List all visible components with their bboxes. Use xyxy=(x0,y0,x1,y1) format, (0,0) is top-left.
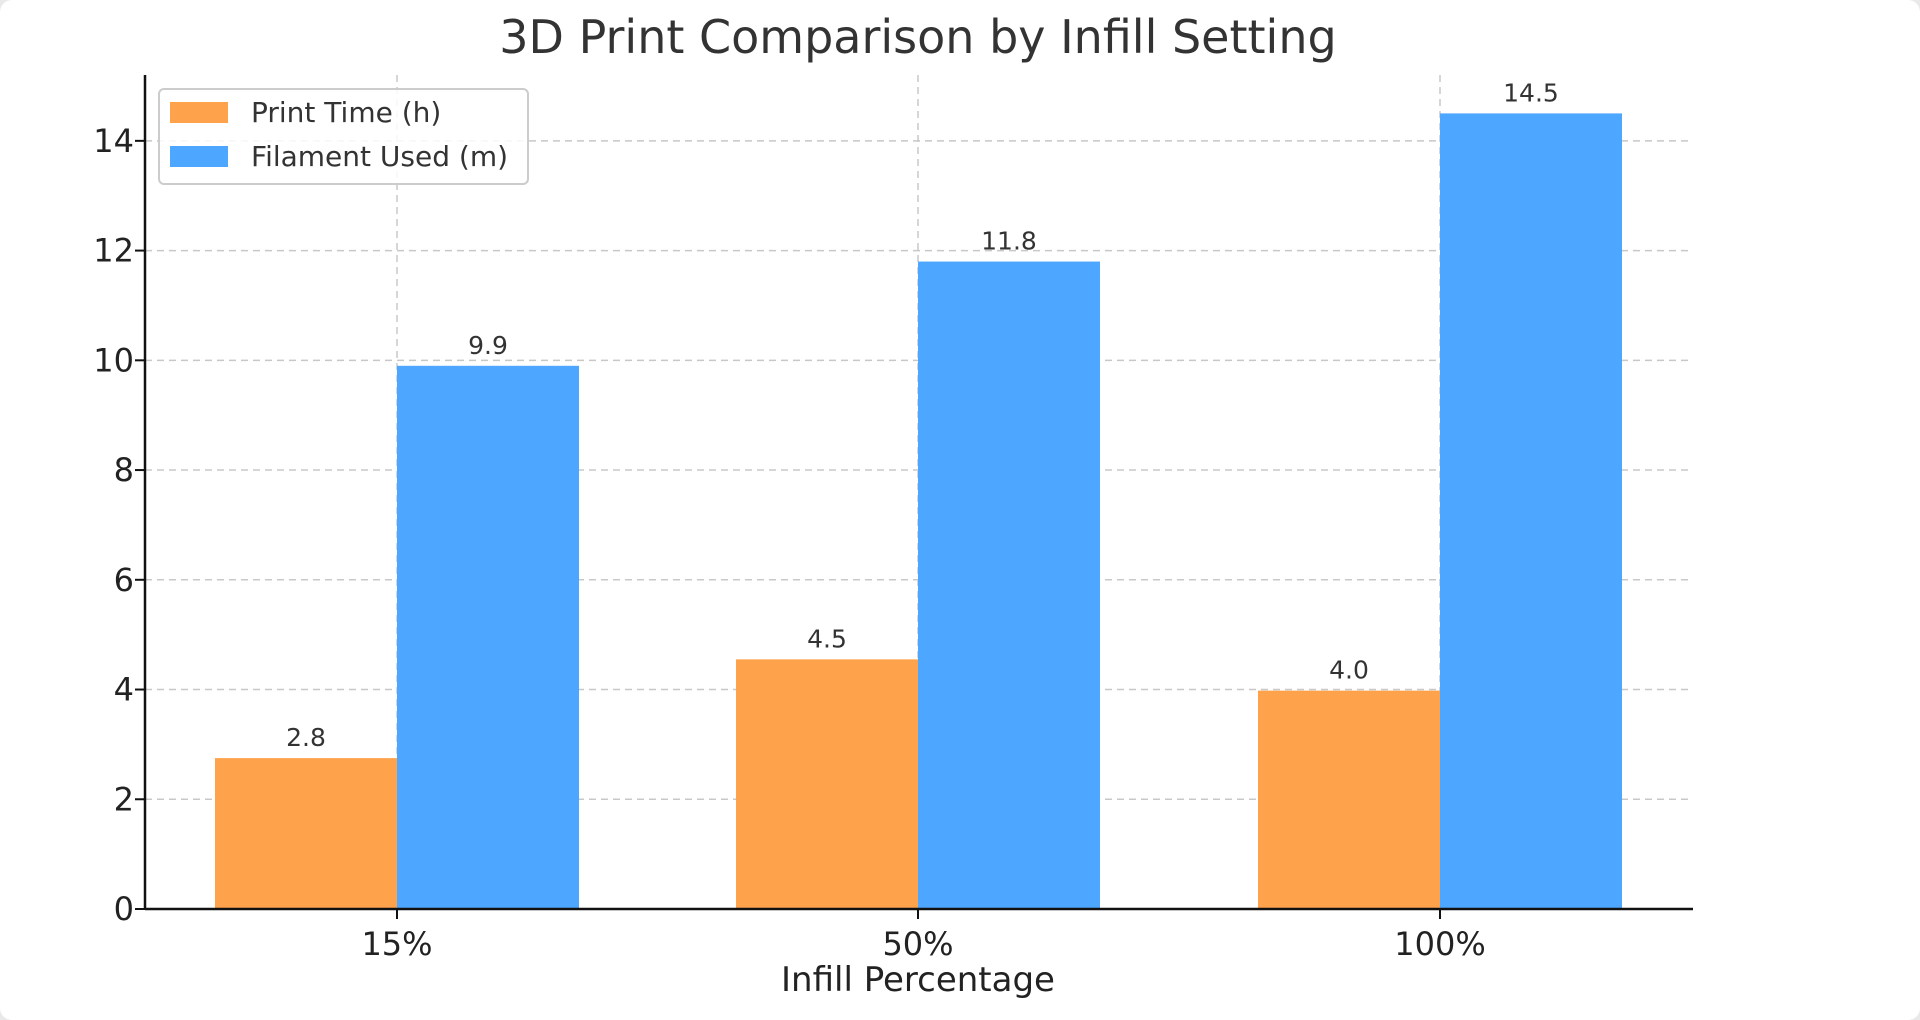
legend-box xyxy=(158,88,529,185)
axes-layer xyxy=(135,75,1693,919)
labels-layer: 0 2 4 6 8 10 12 14 15% 50% 100% 2.8 4.5 4.0 9.9 11.8 14.… xyxy=(93,78,1559,963)
y-tick-label-6: 12 xyxy=(93,232,134,270)
value-label-series-1-0: 9.9 xyxy=(468,331,508,360)
x-tick-label-0: 15% xyxy=(361,925,432,963)
bar-series-1-100pct xyxy=(1440,113,1622,909)
x-tick-label-2: 100% xyxy=(1394,925,1485,963)
bar-series-0-15pct xyxy=(215,758,397,909)
y-tick-label-7: 14 xyxy=(93,122,134,160)
bar-series-0-100pct xyxy=(1258,690,1440,909)
value-label-series-1-1: 11.8 xyxy=(981,227,1037,256)
value-label-series-0-2: 4.0 xyxy=(1329,656,1369,685)
value-label-series-0-1: 4.5 xyxy=(807,624,847,653)
x-tick-label-1: 50% xyxy=(882,925,953,963)
bar-series-0-50pct xyxy=(736,659,918,909)
legend-label-filament-used: Filament Used (m) xyxy=(251,140,508,173)
chart-title: 3D Print Comparison by Infill Setting xyxy=(499,10,1336,64)
value-label-series-1-2: 14.5 xyxy=(1503,78,1559,107)
y-tick-label-2: 4 xyxy=(114,671,134,709)
bars-layer xyxy=(215,113,1622,910)
legend: Print Time (h) Filament Used (m) xyxy=(158,88,529,185)
value-label-series-0-0: 2.8 xyxy=(286,723,326,752)
x-axis-label: Infill Percentage xyxy=(781,960,1055,1000)
bar-series-1-15pct xyxy=(397,365,579,910)
legend-label-print-time: Print Time (h) xyxy=(251,96,441,129)
y-tick-label-4: 8 xyxy=(114,451,134,489)
bar-series-1-50pct xyxy=(918,261,1100,910)
legend-swatch-print-time xyxy=(170,102,228,123)
y-tick-label-3: 6 xyxy=(114,561,134,599)
y-tick-label-5: 10 xyxy=(93,341,134,379)
y-tick-label-1: 2 xyxy=(114,780,134,818)
legend-swatch-filament-used xyxy=(170,146,228,167)
y-tick-label-0: 0 xyxy=(114,890,134,928)
